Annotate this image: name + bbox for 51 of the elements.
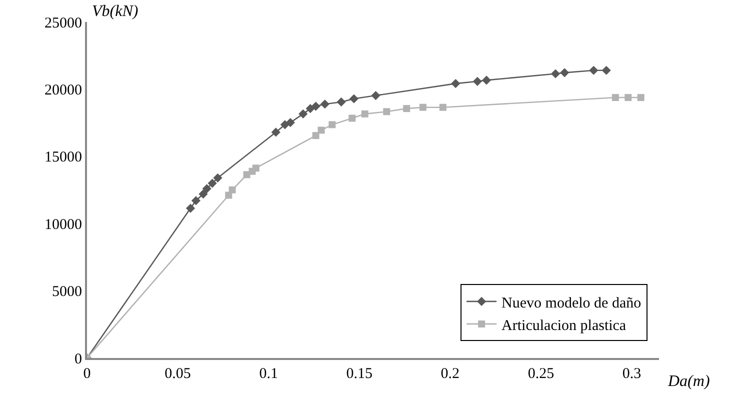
legend-label: Nuevo modelo de daño	[502, 295, 642, 312]
y-tick-label: 20000	[44, 82, 82, 98]
point	[348, 114, 356, 122]
point	[198, 189, 208, 199]
x-tick-label: 0.1	[259, 366, 278, 382]
legend-label: Articulacion plastica	[502, 318, 626, 334]
point	[286, 118, 295, 128]
point	[371, 90, 380, 100]
y-axis-title: Vb(kN)	[92, 3, 138, 20]
point	[612, 94, 619, 102]
point	[208, 178, 217, 188]
point	[361, 110, 368, 118]
point	[271, 128, 280, 137]
point	[202, 184, 212, 194]
point	[186, 204, 196, 213]
point	[191, 196, 200, 206]
point	[252, 164, 260, 172]
x-tick-label: 0.2	[440, 366, 460, 382]
point	[419, 104, 426, 111]
point	[228, 186, 236, 194]
point	[328, 121, 336, 128]
point	[451, 79, 460, 88]
point	[602, 66, 611, 75]
point	[298, 109, 308, 118]
x-tick-label: 0.05	[164, 366, 191, 382]
point	[589, 66, 598, 75]
point	[311, 102, 320, 111]
x-tick-label: 0.3	[622, 366, 642, 382]
point	[349, 94, 358, 104]
point	[482, 76, 492, 85]
x-axis-title: Da(m)	[667, 373, 710, 390]
point	[312, 132, 320, 140]
y-tick-label: 10000	[44, 216, 82, 233]
y-tick-label: 5000	[52, 284, 82, 300]
y-tick-label: 25000	[44, 15, 82, 32]
point	[213, 173, 222, 182]
point	[336, 97, 346, 107]
point	[637, 94, 644, 102]
point	[318, 126, 325, 134]
point	[472, 76, 482, 86]
x-tick-label: 0.15	[346, 366, 373, 382]
y-tick-label: 0	[74, 351, 82, 368]
y-tick-label: 15000	[44, 150, 82, 166]
point	[320, 100, 330, 109]
point	[383, 108, 390, 116]
x-tick-label: 0.25	[528, 366, 554, 382]
point	[403, 105, 410, 112]
point	[560, 68, 570, 78]
point	[550, 69, 560, 78]
point	[624, 94, 632, 102]
point	[439, 104, 446, 111]
